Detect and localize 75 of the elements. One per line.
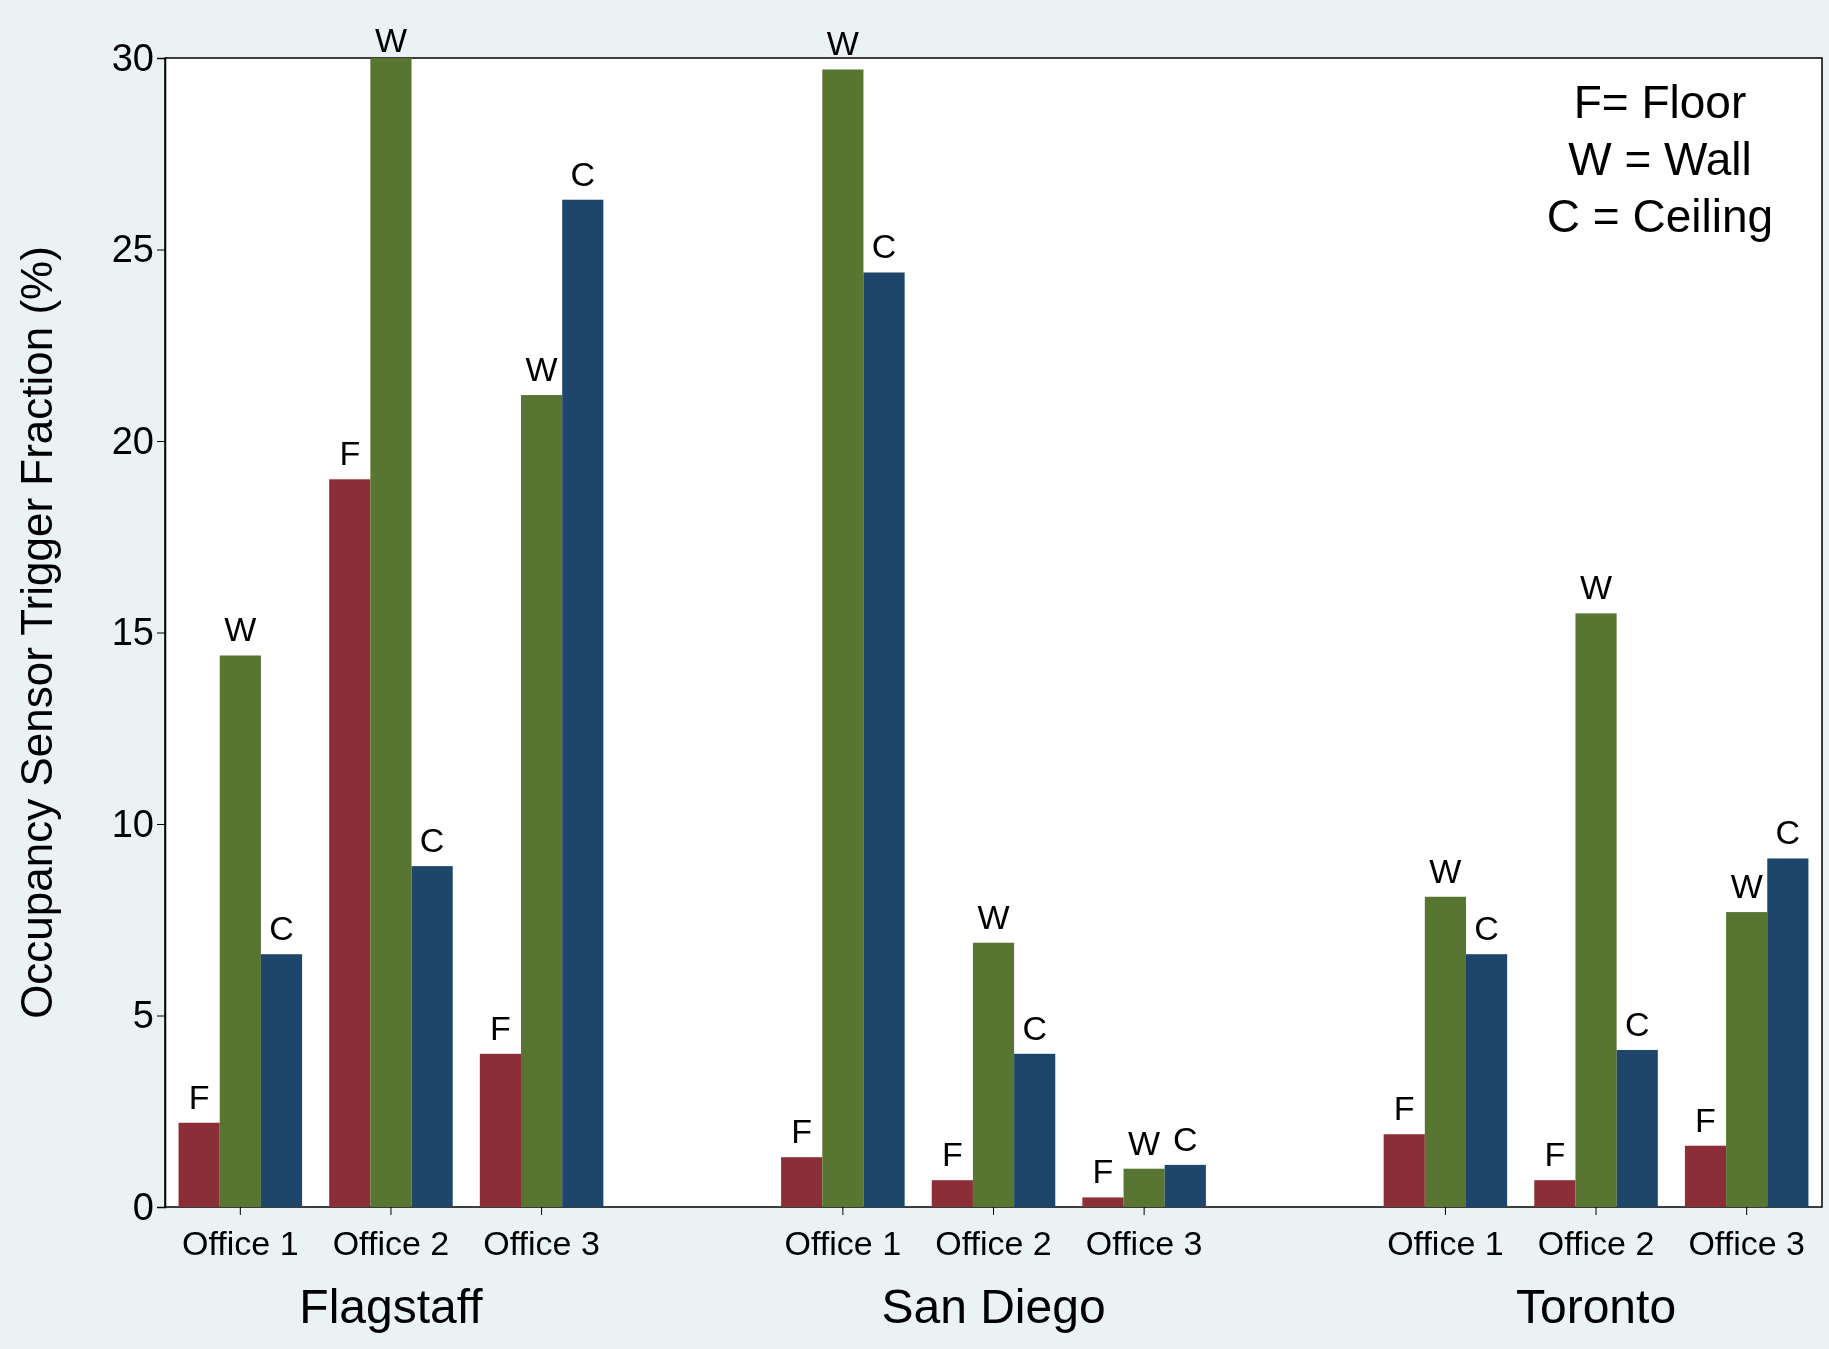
data-label: F	[1695, 1100, 1716, 1139]
data-label: W	[374, 21, 407, 59]
annotation: F= Floor W = Wall C = Ceiling	[1546, 76, 1774, 242]
data-label: F	[941, 1135, 963, 1174]
x-tick-label: Office 3	[1085, 1224, 1203, 1262]
bar	[822, 69, 864, 1207]
bar	[1383, 1134, 1425, 1207]
bar	[781, 1157, 823, 1207]
x-tick-label: Office 1	[1387, 1224, 1504, 1262]
bar	[1726, 912, 1768, 1207]
bar	[1466, 954, 1508, 1207]
data-label: C	[1474, 909, 1499, 948]
bar	[1014, 1053, 1056, 1207]
bar	[562, 199, 604, 1207]
bar	[1575, 613, 1617, 1207]
y-tick-label: 25	[111, 228, 154, 271]
data-label: W	[525, 350, 558, 389]
data-label: C	[1173, 1119, 1198, 1158]
bar	[219, 655, 261, 1207]
data-label: C	[1775, 813, 1801, 852]
y-tick-label: 15	[111, 611, 154, 654]
bar	[1684, 1145, 1727, 1207]
data-label: C	[1624, 1004, 1650, 1043]
x-tick-label: Office 3	[1688, 1224, 1805, 1262]
x-tick-label: Office 2	[332, 1224, 450, 1262]
text: San Diego	[881, 1280, 1106, 1333]
bar	[370, 58, 412, 1207]
data-label: W	[1580, 568, 1613, 607]
y-tick-label: 30	[111, 36, 154, 79]
y-tick-label: 20	[111, 419, 154, 462]
x-tick-label: Office 2	[935, 1224, 1052, 1262]
bar	[479, 1053, 521, 1207]
bar	[260, 954, 303, 1207]
bar	[1534, 1180, 1576, 1207]
bar	[1424, 896, 1466, 1207]
data-label: F	[339, 434, 361, 473]
data-label: C	[419, 821, 445, 860]
data-label: C	[570, 154, 596, 193]
y-axis-title: Occupancy Sensor Trigger Fraction (%)	[12, 246, 61, 1019]
bar	[329, 479, 371, 1207]
x-tick-label: Office 1	[182, 1224, 299, 1262]
data-label: F	[791, 1112, 813, 1151]
bar	[1123, 1168, 1165, 1207]
y-tick-label: 0	[132, 1185, 154, 1228]
text: Toronto	[1515, 1280, 1677, 1333]
data-label: F	[490, 1008, 511, 1047]
y-tick-label: 10	[111, 802, 154, 845]
x-tick-label: Office 1	[784, 1224, 902, 1262]
data-label: W	[826, 24, 859, 63]
data-label: W	[977, 897, 1010, 936]
bar	[178, 1122, 220, 1207]
bar	[931, 1180, 973, 1207]
data-label: F	[1393, 1089, 1415, 1128]
data-label: W	[1429, 851, 1462, 890]
bar	[972, 942, 1015, 1207]
data-label: C	[269, 909, 294, 948]
bar	[1164, 1164, 1206, 1207]
data-label: C	[871, 227, 897, 266]
bar	[1082, 1197, 1124, 1208]
y-tick-label: 5	[132, 994, 154, 1037]
bar	[521, 395, 563, 1207]
x-tick-label: Office 3	[483, 1224, 600, 1262]
data-label: F	[1544, 1135, 1566, 1174]
x-tick-label: Office 2	[1537, 1224, 1655, 1262]
bar	[1767, 858, 1809, 1207]
data-label: F	[1092, 1152, 1114, 1191]
data-label: W	[1730, 867, 1763, 906]
bar	[1616, 1049, 1658, 1207]
data-label: C	[1022, 1008, 1047, 1047]
bar	[863, 272, 905, 1207]
bar	[411, 866, 453, 1207]
data-label: F	[188, 1077, 210, 1116]
text: Flagstaff	[299, 1280, 484, 1333]
data-label: W	[1128, 1123, 1161, 1162]
data-label: W	[224, 610, 257, 649]
